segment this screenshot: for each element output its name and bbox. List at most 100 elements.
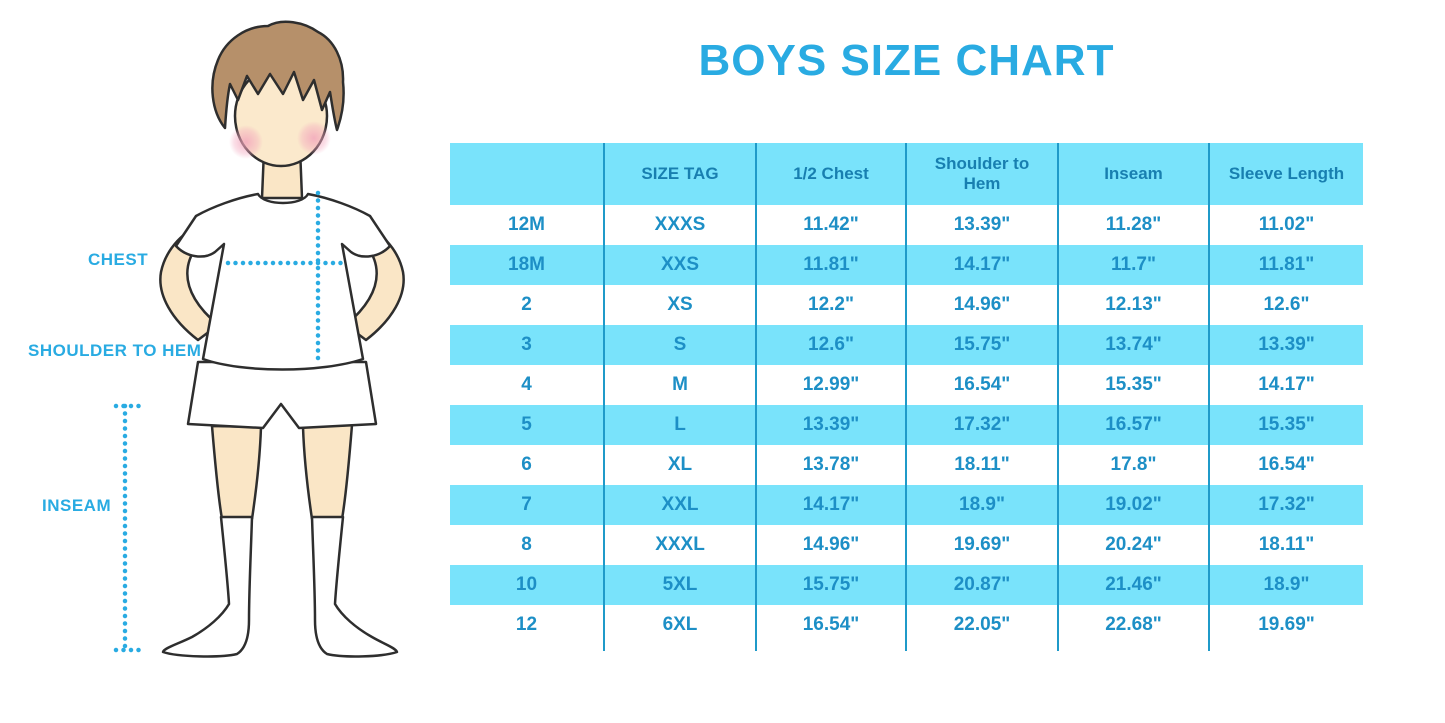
table-cell: 16.57" [1057, 405, 1208, 445]
table-divider-tails [450, 645, 1363, 651]
table-cell: 21.46" [1057, 565, 1208, 605]
table-cell: 12.99" [755, 365, 905, 405]
table-cell: XS [603, 285, 755, 325]
table-cell: 22.05" [905, 605, 1057, 645]
table-cell: 18.9" [1208, 565, 1363, 605]
page-title: BOYS SIZE CHART [698, 36, 1115, 85]
table-cell: XL [603, 445, 755, 485]
table-cell: 2 [450, 285, 603, 325]
hair [211, 20, 345, 132]
table-cell: 16.54" [1208, 445, 1363, 485]
boy-illustration [113, 20, 405, 658]
left-cheek-blush [229, 125, 263, 159]
chest-label: CHEST [88, 250, 149, 269]
table-cell: 15.35" [1208, 405, 1363, 445]
header-cell-inseam: Inseam [1057, 143, 1208, 205]
table-cell: 15.75" [905, 325, 1057, 365]
table-cell: L [603, 405, 755, 445]
header-cell-shoulder-to-hem: Shoulder to Hem [905, 143, 1057, 205]
table-cell: 12 [450, 605, 603, 645]
table-cell: 14.17" [905, 245, 1057, 285]
table-cell: 15.35" [1057, 365, 1208, 405]
table-cell: 19.69" [1208, 605, 1363, 645]
table-cell: 20.87" [905, 565, 1057, 605]
table-cell: 6 [450, 445, 603, 485]
table-cell: S [603, 325, 755, 365]
table-cell: 13.39" [1208, 325, 1363, 365]
table-cell: XXXL [603, 525, 755, 565]
table-cell: 15.75" [755, 565, 905, 605]
table-row: 8 XXXL 14.96" 19.69" 20.24" 18.11" [450, 525, 1363, 565]
table-cell: 17.8" [1057, 445, 1208, 485]
table-cell: 18.11" [1208, 525, 1363, 565]
header-cell-sleeve-length: Sleeve Length [1208, 143, 1363, 205]
table-cell: 17.32" [905, 405, 1057, 445]
table-row: 18M XXS 11.81" 14.17" 11.7" 11.81" [450, 245, 1363, 285]
table-row: 5 L 13.39" 17.32" 16.57" 15.35" [450, 405, 1363, 445]
left-sock [161, 515, 254, 658]
tshirt [174, 192, 392, 371]
table-cell: 12.13" [1057, 285, 1208, 325]
table-cell: 11.42" [755, 205, 905, 245]
table-cell: 13.39" [905, 205, 1057, 245]
shoulder-to-hem-label: SHOULDER TO HEM [28, 341, 202, 360]
table-cell: 13.74" [1057, 325, 1208, 365]
header-cell-size [450, 143, 603, 205]
table-row: 6 XL 13.78" 18.11" 17.8" 16.54" [450, 445, 1363, 485]
table-body: 12M XXXS 11.42" 13.39" 11.28" 11.02" 18M… [450, 205, 1363, 645]
table-cell: 11.28" [1057, 205, 1208, 245]
table-cell: 16.54" [905, 365, 1057, 405]
table-cell: 14.17" [1208, 365, 1363, 405]
table-cell: 3 [450, 325, 603, 365]
table-cell: 12.6" [1208, 285, 1363, 325]
table-cell: 5 [450, 405, 603, 445]
table-cell: 13.39" [755, 405, 905, 445]
table-cell: M [603, 365, 755, 405]
table-cell: 6XL [603, 605, 755, 645]
table-cell: 7 [450, 485, 603, 525]
table-cell: XXXS [603, 205, 755, 245]
table-cell: 5XL [603, 565, 755, 605]
table-cell: 8 [450, 525, 603, 565]
table-cell: 11.02" [1208, 205, 1363, 245]
table-row: 4 M 12.99" 16.54" 15.35" 14.17" [450, 365, 1363, 405]
table-cell: 10 [450, 565, 603, 605]
right-leg [301, 423, 354, 521]
table-cell: 4 [450, 365, 603, 405]
table-cell: 14.96" [755, 525, 905, 565]
left-leg [210, 424, 263, 521]
size-table: SIZE TAG 1/2 Chest Shoulder to Hem Insea… [450, 143, 1363, 651]
table-cell: 12M [450, 205, 603, 245]
table-row: 7 XXL 14.17" 18.9" 19.02" 17.32" [450, 485, 1363, 525]
table-cell: 11.81" [1208, 245, 1363, 285]
table-cell: 16.54" [755, 605, 905, 645]
table-row: 10 5XL 15.75" 20.87" 21.46" 18.9" [450, 565, 1363, 605]
table-cell: 22.68" [1057, 605, 1208, 645]
table-header-row: SIZE TAG 1/2 Chest Shoulder to Hem Insea… [450, 143, 1363, 205]
table-cell: 17.32" [1208, 485, 1363, 525]
table-cell: 14.96" [905, 285, 1057, 325]
inseam-label: INSEAM [42, 496, 112, 515]
table-cell: 12.6" [755, 325, 905, 365]
shorts [186, 360, 378, 430]
table-cell: 18.9" [905, 485, 1057, 525]
table-cell: 13.78" [755, 445, 905, 485]
table-cell: 18M [450, 245, 603, 285]
table-cell: XXS [603, 245, 755, 285]
table-cell: XXL [603, 485, 755, 525]
right-sock [310, 515, 399, 658]
table-cell: 19.69" [905, 525, 1057, 565]
table-row: 3 S 12.6" 15.75" 13.74" 13.39" [450, 325, 1363, 365]
table-cell: 12.2" [755, 285, 905, 325]
table-cell: 19.02" [1057, 485, 1208, 525]
table-cell: 11.7" [1057, 245, 1208, 285]
table-cell: 20.24" [1057, 525, 1208, 565]
table-cell: 14.17" [755, 485, 905, 525]
right-cheek-blush [297, 121, 331, 155]
header-cell-size-tag: SIZE TAG [603, 143, 755, 205]
header-cell-half-chest: 1/2 Chest [755, 143, 905, 205]
table-cell: 11.81" [755, 245, 905, 285]
table-cell: 18.11" [905, 445, 1057, 485]
table-row: 12M XXXS 11.42" 13.39" 11.28" 11.02" [450, 205, 1363, 245]
